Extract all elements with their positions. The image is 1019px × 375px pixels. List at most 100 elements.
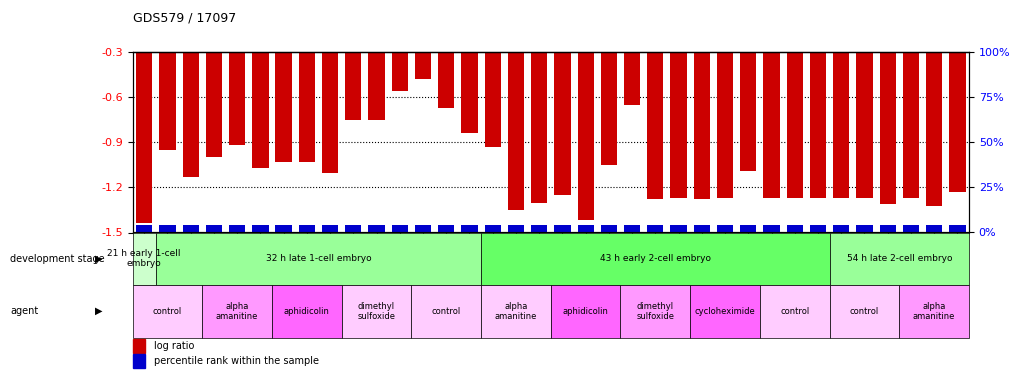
Bar [344,225,361,232]
Bar [553,8,570,195]
FancyBboxPatch shape [828,232,968,285]
Bar [949,8,965,192]
Bar [669,225,686,232]
Bar [252,8,268,168]
Bar [322,8,338,172]
FancyBboxPatch shape [272,285,341,338]
Bar [229,8,245,146]
Text: development stage: development stage [10,254,105,264]
Text: 32 h late 1-cell embryo: 32 h late 1-cell embryo [265,254,371,263]
Text: alpha
amanitine: alpha amanitine [494,302,537,321]
FancyBboxPatch shape [481,285,550,338]
Bar [368,225,384,232]
Bar [484,8,500,147]
FancyBboxPatch shape [481,232,828,285]
Bar [833,225,849,232]
Bar [159,225,175,232]
Text: control: control [153,307,182,316]
Bar [902,225,918,232]
Bar [531,225,547,232]
Bar [809,225,825,232]
Bar [762,8,779,198]
Bar [762,225,779,232]
Bar [438,8,453,108]
Text: GDS579 / 17097: GDS579 / 17097 [132,11,235,24]
Bar [553,225,570,232]
Bar [438,225,453,232]
Bar [252,225,268,232]
Bar [507,8,524,210]
Bar [531,8,547,202]
Text: control: control [780,307,809,316]
Bar [275,8,291,162]
Bar [809,8,825,198]
Bar [647,225,662,232]
Bar [878,8,895,204]
FancyBboxPatch shape [550,285,620,338]
Bar [159,8,175,150]
Bar [136,8,152,223]
Bar [856,8,871,198]
Bar [856,225,871,232]
Text: alpha
amanitine: alpha amanitine [912,302,955,321]
Bar [600,225,616,232]
Text: control: control [431,307,461,316]
FancyBboxPatch shape [690,285,759,338]
Bar [902,8,918,198]
Text: aphidicolin: aphidicolin [283,307,329,316]
Bar [132,339,145,352]
Text: dimethyl
sulfoxide: dimethyl sulfoxide [636,302,674,321]
Bar [693,8,709,200]
Bar [925,8,942,206]
Bar [461,8,477,134]
Bar [740,8,756,171]
Bar [299,8,315,162]
Bar [624,225,640,232]
Bar [299,225,315,232]
FancyBboxPatch shape [411,285,481,338]
Bar [949,225,965,232]
Bar [600,8,616,165]
Bar [693,225,709,232]
Bar [229,225,245,232]
Text: 43 h early 2-cell embryo: 43 h early 2-cell embryo [599,254,710,263]
Bar [415,225,431,232]
Bar [647,8,662,200]
FancyBboxPatch shape [341,285,411,338]
FancyBboxPatch shape [620,285,690,338]
FancyBboxPatch shape [759,285,828,338]
Text: 54 h late 2-cell embryo: 54 h late 2-cell embryo [846,254,951,263]
FancyBboxPatch shape [132,285,202,338]
Bar [344,8,361,120]
Bar [577,225,593,232]
Text: 21 h early 1-cell
embryo: 21 h early 1-cell embryo [107,249,180,268]
Text: alpha
amanitine: alpha amanitine [216,302,258,321]
Text: aphidicolin: aphidicolin [562,307,608,316]
Text: log ratio: log ratio [154,341,194,351]
FancyBboxPatch shape [202,285,272,338]
FancyBboxPatch shape [899,285,968,338]
Bar [786,225,802,232]
Bar [484,225,500,232]
Bar [624,8,640,105]
Bar [878,225,895,232]
Bar [461,225,477,232]
Bar [577,8,593,220]
Bar [182,225,199,232]
Bar [391,8,408,92]
Text: ▶: ▶ [95,254,102,264]
Text: dimethyl
sulfoxide: dimethyl sulfoxide [358,302,395,321]
FancyBboxPatch shape [132,232,156,285]
Bar [275,225,291,232]
Bar [132,354,145,368]
Bar [507,225,524,232]
Text: cycloheximide: cycloheximide [694,307,755,316]
Bar [206,225,222,232]
Bar [669,8,686,198]
Bar [322,225,338,232]
Text: control: control [849,307,878,316]
Text: ▶: ▶ [95,306,102,316]
Bar [716,8,733,198]
Bar [136,225,152,232]
Bar [925,225,942,232]
